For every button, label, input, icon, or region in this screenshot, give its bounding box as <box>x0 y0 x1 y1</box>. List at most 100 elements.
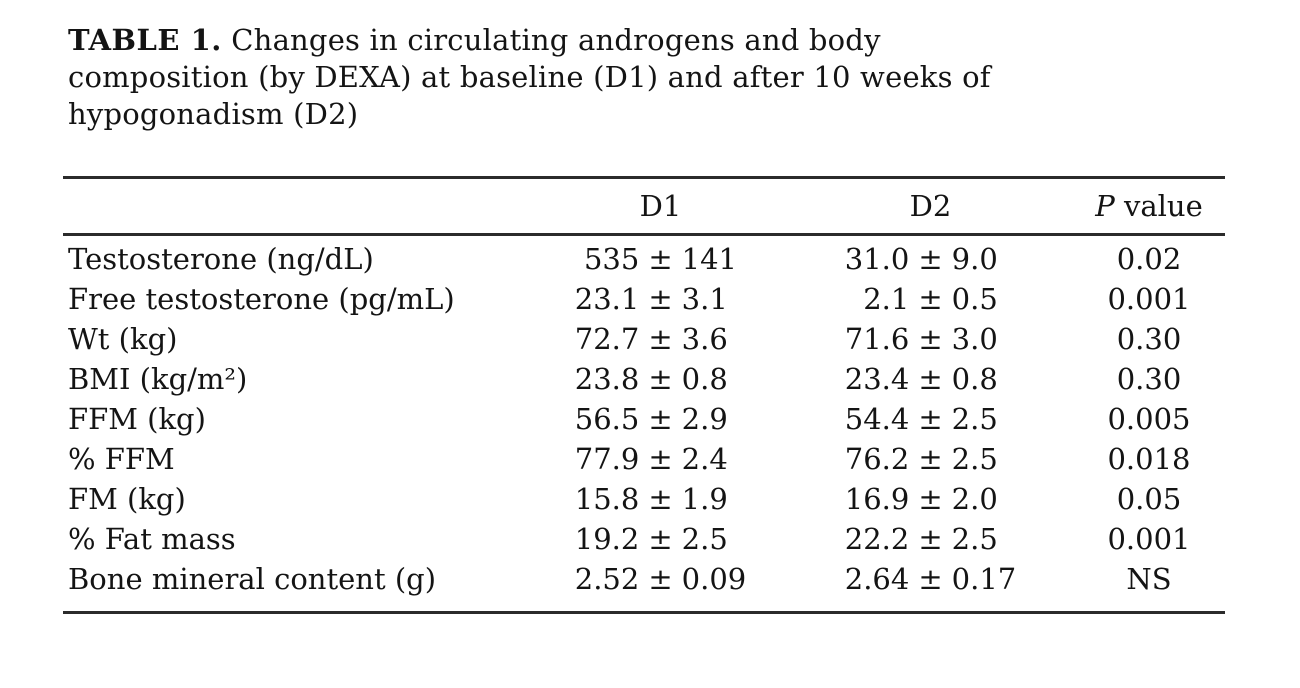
d2-mean: 2.1 <box>863 282 910 316</box>
d1-value: 56.5 ± 2.9 <box>533 399 788 439</box>
d2-mean: 71.6 <box>844 322 910 356</box>
caption-line-2: composition (by DEXA) at baseline (D1) a… <box>68 60 991 94</box>
plus-minus-sign: ± <box>648 482 673 516</box>
row-label: % Fat mass <box>68 522 236 556</box>
plus-minus-sign: ± <box>648 562 673 596</box>
d1-sd: 2.4 <box>681 442 728 476</box>
row-label: FFM (kg) <box>68 402 206 436</box>
plus-minus-sign: ± <box>918 522 943 556</box>
d2-sd: 0.5 <box>951 282 998 316</box>
p-value: 0.018 <box>1107 442 1191 476</box>
d2-value: 22.2 ± 2.5 <box>788 519 1073 559</box>
plus-minus-sign: ± <box>648 442 673 476</box>
d2-mean: 31.0 <box>844 242 910 276</box>
header-p-rest: value <box>1114 189 1203 223</box>
d2-value: 2.64 ± 0.17 <box>788 559 1073 599</box>
caption-line-3: hypogonadism (D2) <box>68 97 359 131</box>
d1-mean: 2.52 <box>574 562 640 596</box>
d2-value: 23.4 ± 0.8 <box>788 359 1073 399</box>
d1-mean: 23.8 <box>574 362 640 396</box>
row-label: % FFM <box>68 442 175 476</box>
d1-sd: 2.9 <box>681 402 728 436</box>
d1-mean: 23.1 <box>574 282 640 316</box>
caption-line-1: TABLE 1. Changes in circulating androgen… <box>68 22 1225 59</box>
table-row: Bone mineral content (g) 2.52 ± 0.09 2.6… <box>63 559 1225 599</box>
table-row: Testosterone (ng/dL) 535 ± 141 31.0 ± 9.… <box>63 239 1225 279</box>
table-row: % Fat mass 19.2 ± 2.5 22.2 ± 2.5 0.001 <box>63 519 1225 559</box>
d1-sd: 3.1 <box>681 282 728 316</box>
header-d2: D2 <box>909 189 952 223</box>
table-caption: TABLE 1. Changes in circulating androgen… <box>63 22 1225 133</box>
plus-minus-sign: ± <box>648 242 673 276</box>
header-p-italic: P <box>1095 189 1115 223</box>
table-row: % FFM 77.9 ± 2.4 76.2 ± 2.5 0.018 <box>63 439 1225 479</box>
d1-sd: 0.8 <box>681 362 728 396</box>
d2-mean: 54.4 <box>844 402 910 436</box>
row-label: BMI (kg/m²) <box>68 362 248 396</box>
d2-mean: 23.4 <box>844 362 910 396</box>
d1-mean: 15.8 <box>574 482 640 516</box>
d1-value: 23.8 ± 0.8 <box>533 359 788 399</box>
d2-sd: 2.5 <box>951 442 998 476</box>
table-rule-top <box>63 176 1225 179</box>
row-label: Wt (kg) <box>68 322 178 356</box>
d2-mean: 16.9 <box>844 482 910 516</box>
d1-value: 23.1 ± 3.1 <box>533 279 788 319</box>
d1-sd: 3.6 <box>681 322 728 356</box>
table-row: FM (kg) 15.8 ± 1.9 16.9 ± 2.0 0.05 <box>63 479 1225 519</box>
plus-minus-sign: ± <box>918 362 943 396</box>
d1-value: 2.52 ± 0.09 <box>533 559 788 599</box>
d1-mean: 535 <box>583 242 640 276</box>
p-value: 0.001 <box>1107 282 1191 316</box>
d1-mean: 77.9 <box>574 442 640 476</box>
p-value: 0.30 <box>1116 322 1182 356</box>
plus-minus-sign: ± <box>918 322 943 356</box>
d2-sd: 9.0 <box>951 242 998 276</box>
row-label: Bone mineral content (g) <box>68 562 437 596</box>
plus-minus-sign: ± <box>918 562 943 596</box>
caption-text-1: Changes in circulating androgens and bod… <box>231 23 881 57</box>
plus-minus-sign: ± <box>648 402 673 436</box>
header-p-value: P value <box>1073 179 1225 233</box>
table-number-label: TABLE 1. <box>68 23 222 57</box>
paper-table-figure: TABLE 1. Changes in circulating androgen… <box>63 0 1225 614</box>
header-d1: D1 <box>639 189 682 223</box>
plus-minus-sign: ± <box>648 322 673 356</box>
d2-value: 31.0 ± 9.0 <box>788 239 1073 279</box>
d1-value: 19.2 ± 2.5 <box>533 519 788 559</box>
p-value: 0.30 <box>1116 362 1182 396</box>
d1-mean: 72.7 <box>574 322 640 356</box>
d2-value: 2.1 ± 0.5 <box>788 279 1073 319</box>
d2-sd: 2.5 <box>951 402 998 436</box>
plus-minus-sign: ± <box>648 282 673 316</box>
d2-value: 16.9 ± 2.0 <box>788 479 1073 519</box>
plus-minus-sign: ± <box>918 242 943 276</box>
p-value: 0.02 <box>1116 242 1182 276</box>
table-rule-bottom <box>63 611 1225 614</box>
table-row: BMI (kg/m²) 23.8 ± 0.8 23.4 ± 0.8 0.30 <box>63 359 1225 399</box>
p-value: NS <box>1126 562 1172 596</box>
d1-sd: 141 <box>681 242 738 276</box>
table-rule-mid <box>63 233 1225 236</box>
d2-sd: 3.0 <box>951 322 998 356</box>
table-row: Wt (kg) 72.7 ± 3.6 71.6 ± 3.0 0.30 <box>63 319 1225 359</box>
d1-sd: 2.5 <box>681 522 728 556</box>
d1-value: 15.8 ± 1.9 <box>533 479 788 519</box>
plus-minus-sign: ± <box>918 282 943 316</box>
plus-minus-sign: ± <box>648 362 673 396</box>
d2-sd: 2.5 <box>951 522 998 556</box>
d2-value: 71.6 ± 3.0 <box>788 319 1073 359</box>
plus-minus-sign: ± <box>918 402 943 436</box>
table-body: Testosterone (ng/dL) 535 ± 141 31.0 ± 9.… <box>63 236 1225 611</box>
d1-mean: 19.2 <box>574 522 640 556</box>
table-header-row: D1 D2 P value <box>63 179 1225 233</box>
d2-value: 54.4 ± 2.5 <box>788 399 1073 439</box>
p-value: 0.005 <box>1107 402 1191 436</box>
d2-mean: 22.2 <box>844 522 910 556</box>
plus-minus-sign: ± <box>918 442 943 476</box>
d2-sd: 0.17 <box>951 562 1017 596</box>
d1-mean: 56.5 <box>574 402 640 436</box>
row-label: Free testosterone (pg/mL) <box>68 282 455 316</box>
row-label: FM (kg) <box>68 482 186 516</box>
row-label: Testosterone (ng/dL) <box>68 242 374 276</box>
